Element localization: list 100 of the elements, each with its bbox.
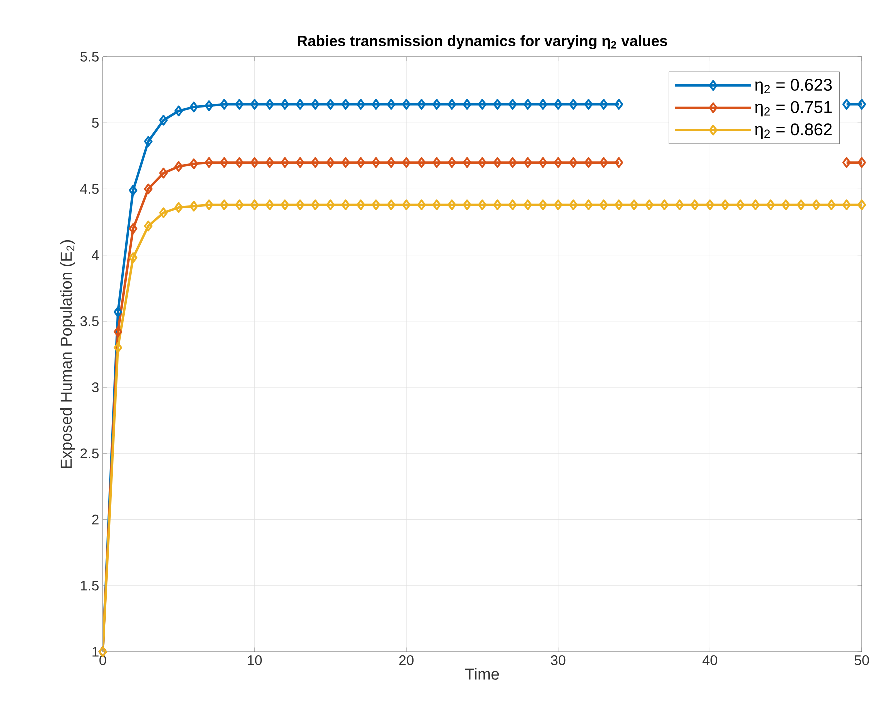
point: [676, 200, 684, 210]
point: [129, 223, 138, 234]
point: [418, 157, 426, 168]
point: [280, 157, 290, 168]
point: [584, 99, 594, 110]
point: [614, 99, 624, 110]
point: [296, 200, 305, 210]
point: [569, 200, 578, 210]
point: [342, 157, 350, 168]
point: [766, 200, 776, 210]
point: [387, 200, 396, 210]
point: [296, 157, 305, 168]
point: [600, 99, 608, 110]
point: [174, 161, 184, 172]
y-tick-label: 3.5: [80, 316, 99, 326]
point: [204, 157, 214, 168]
point: [387, 99, 396, 110]
y-tick-label: 5: [92, 118, 99, 128]
point: [858, 99, 866, 110]
point: [356, 99, 366, 110]
point: [326, 99, 335, 110]
point: [144, 220, 153, 232]
point: [372, 157, 381, 168]
point: [372, 99, 381, 110]
point: [600, 157, 608, 168]
point: [114, 326, 122, 338]
point: [418, 200, 426, 210]
point: [858, 157, 866, 168]
point: [842, 99, 852, 110]
point: [538, 99, 548, 110]
point: [296, 99, 305, 110]
point: [114, 342, 122, 354]
point: [418, 99, 426, 110]
point: [250, 99, 260, 110]
point: [706, 200, 714, 210]
point: [538, 157, 548, 168]
point: [266, 99, 274, 110]
legend-label: η$_{2}$ = 0.862: [755, 124, 832, 139]
point: [356, 200, 366, 210]
x-tick-label: 10: [248, 656, 262, 666]
point: [432, 99, 442, 110]
point: [508, 157, 518, 168]
point: [311, 200, 320, 210]
legend-label: η$_{2}$ = 0.751: [755, 101, 832, 117]
point: [220, 99, 229, 110]
y-tick-label: 4: [92, 250, 100, 260]
point: [538, 200, 548, 210]
point: [448, 157, 456, 168]
point: [220, 200, 229, 210]
point: [190, 201, 198, 212]
point: [478, 99, 487, 110]
point: [569, 157, 578, 168]
point: [190, 102, 198, 113]
point: [554, 99, 563, 110]
point: [614, 200, 624, 210]
point: [812, 200, 821, 210]
chart-title: Rabies transmission dynamics for varying η$_{2}$ values: [298, 36, 668, 50]
x-tick-label: 20: [400, 656, 414, 666]
x-tick-label: 50: [854, 656, 870, 666]
point: [630, 200, 639, 210]
point: [159, 168, 168, 179]
y-tick-label: 4.5: [80, 184, 99, 194]
point: [508, 99, 518, 110]
point: [569, 99, 578, 110]
point: [463, 200, 472, 210]
point: [584, 200, 594, 210]
y-tick-label: 1: [92, 647, 99, 657]
point: [690, 200, 700, 210]
point: [174, 202, 184, 214]
point: [326, 200, 335, 210]
point: [235, 99, 244, 110]
point: [356, 157, 366, 168]
point: [342, 200, 350, 210]
y-tick-label: 2.5: [80, 448, 99, 459]
point: [129, 252, 138, 264]
point: [721, 200, 730, 210]
point: [478, 157, 487, 168]
point: [645, 200, 654, 210]
point: [858, 200, 866, 210]
point: [402, 99, 411, 110]
point: [478, 200, 487, 210]
point: [250, 200, 260, 210]
point: [311, 157, 320, 168]
point: [266, 157, 274, 168]
point: [842, 157, 852, 168]
point: [827, 200, 836, 210]
point: [493, 200, 502, 210]
point: [144, 136, 153, 148]
point: [448, 200, 456, 210]
point: [782, 200, 790, 210]
point: [280, 99, 290, 110]
point: [204, 200, 214, 210]
point: [190, 158, 198, 170]
point: [797, 200, 806, 210]
point: [144, 184, 153, 195]
point: [266, 200, 274, 210]
y-tick-label: 1.5: [81, 581, 99, 591]
point: [432, 200, 442, 210]
point: [660, 200, 669, 210]
point: [554, 157, 563, 168]
